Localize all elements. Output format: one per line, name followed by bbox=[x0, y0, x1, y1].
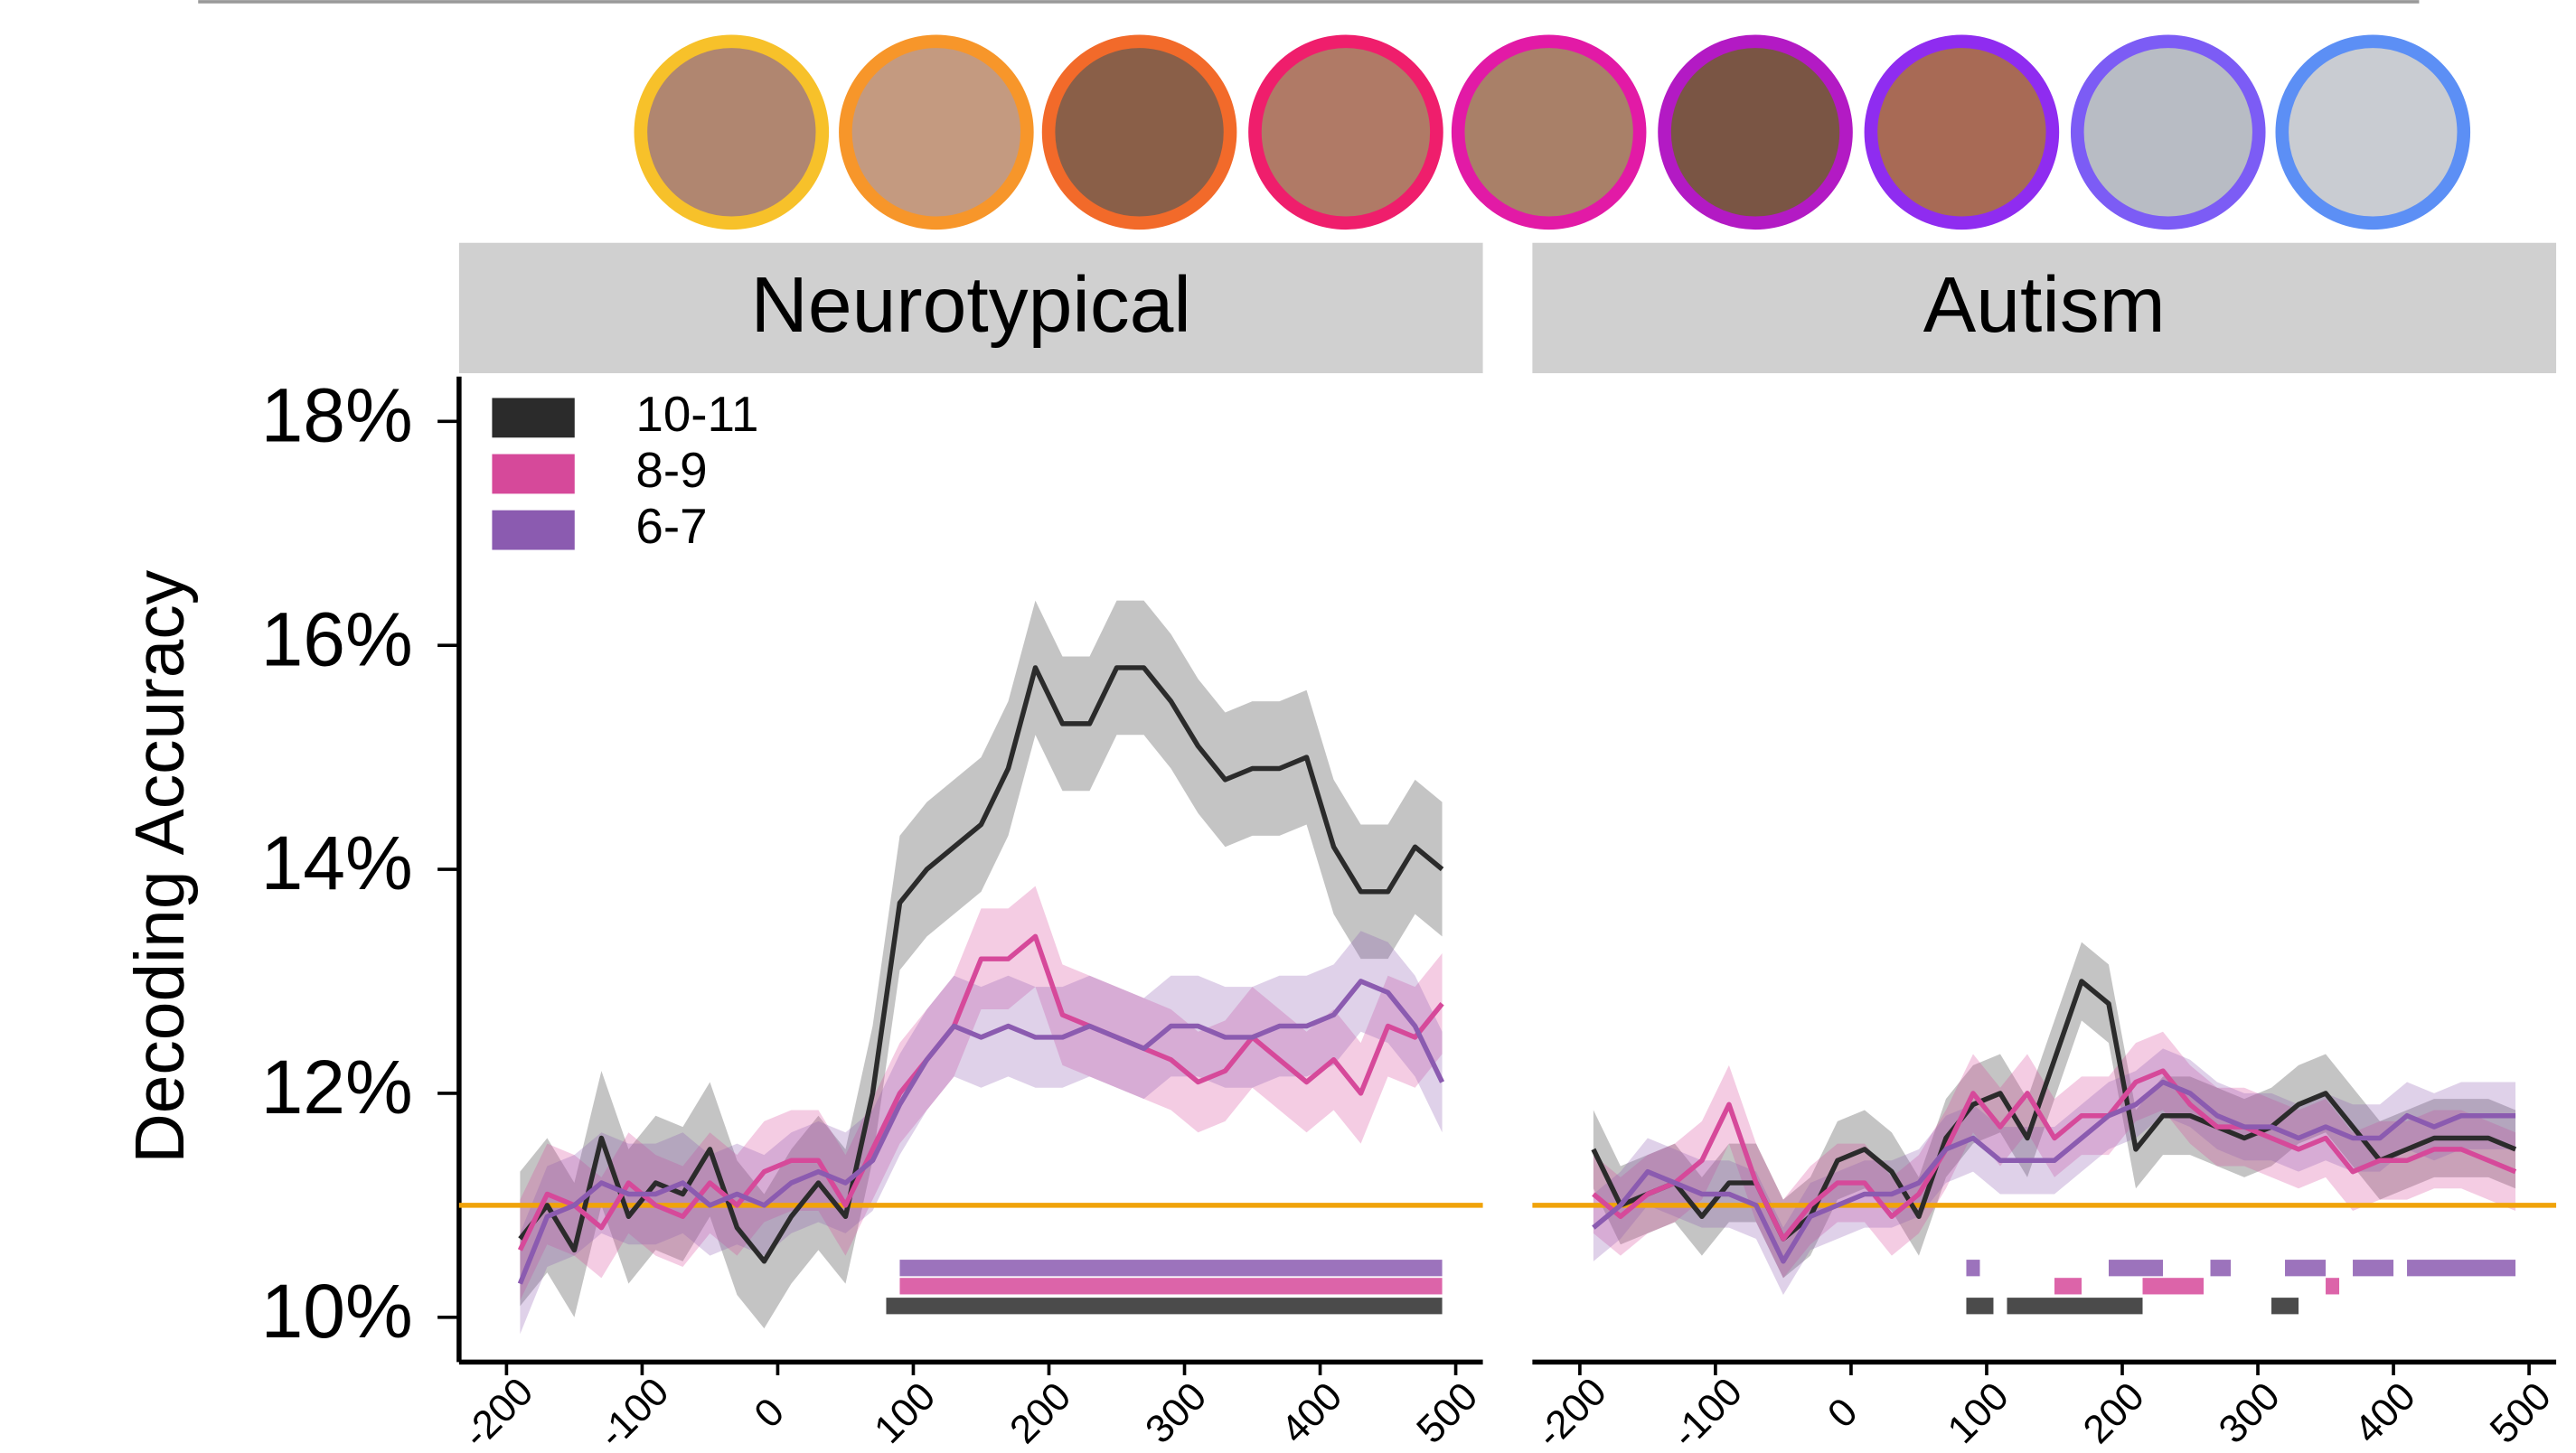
face-icon bbox=[1458, 42, 1640, 223]
y-tick-label: 16% bbox=[261, 596, 413, 681]
x-tick-label: -200 bbox=[455, 1369, 542, 1453]
x-tick-label: 0 bbox=[746, 1390, 793, 1437]
significance-bar bbox=[2211, 1260, 2232, 1276]
y-tick-label: 10% bbox=[261, 1269, 413, 1354]
page: Neurotypical -200 -100 0 100 200 300 400 500 10% 1… bbox=[0, 0, 2576, 1453]
face-icon bbox=[1255, 42, 1436, 223]
significance-bar bbox=[2407, 1260, 2515, 1276]
x-tick-label: 400 bbox=[2346, 1374, 2423, 1452]
y-tick-label: 14% bbox=[261, 820, 413, 905]
legend-label: 10-11 bbox=[635, 386, 758, 442]
legend-label: 6-7 bbox=[635, 498, 707, 554]
x-tick-label: 100 bbox=[866, 1374, 944, 1452]
house-icon bbox=[1871, 42, 2053, 223]
legend-swatch bbox=[492, 455, 574, 494]
legend-swatch bbox=[492, 398, 574, 437]
panel-title: Neurotypical bbox=[751, 260, 1191, 349]
x-tick-label: 300 bbox=[1137, 1374, 1215, 1452]
face-icon bbox=[1048, 42, 1230, 223]
stimulus-icons bbox=[641, 42, 2464, 223]
chart: Neurotypical -200 -100 0 100 200 300 400 500 10% 1… bbox=[0, 0, 2576, 1453]
significance-bar bbox=[886, 1298, 1442, 1314]
y-tick-label: 18% bbox=[261, 372, 413, 457]
significance-bar bbox=[899, 1278, 1442, 1294]
x-tick-label: -200 bbox=[1528, 1369, 1615, 1453]
significance-bar bbox=[2142, 1278, 2204, 1294]
face-icon bbox=[641, 42, 823, 223]
x-tick-label: 100 bbox=[1939, 1374, 2017, 1452]
x-tick-label: 300 bbox=[2210, 1374, 2288, 1452]
house-icon bbox=[2077, 42, 2259, 223]
significance-bar bbox=[2326, 1278, 2339, 1294]
y-axis-label: Decoding Accuracy bbox=[122, 569, 199, 1163]
x-tick-label: 200 bbox=[1001, 1374, 1079, 1452]
x-tick-label: -100 bbox=[1663, 1369, 1751, 1453]
legend-swatch bbox=[492, 511, 574, 550]
x-tick-label: 500 bbox=[1408, 1374, 1486, 1452]
significance-bar bbox=[899, 1260, 1442, 1276]
significance-bar bbox=[1966, 1260, 1979, 1276]
panel-title: Autism bbox=[1923, 260, 2166, 349]
significance-bar bbox=[2353, 1260, 2393, 1276]
x-tick-label: 400 bbox=[1273, 1374, 1350, 1452]
x-tick-label: 200 bbox=[2074, 1374, 2152, 1452]
face-icon bbox=[1665, 42, 1847, 223]
significance-bar bbox=[2271, 1298, 2299, 1314]
significance-bar bbox=[2007, 1298, 2142, 1314]
legend-label: 8-9 bbox=[635, 442, 707, 498]
x-tick-label: 500 bbox=[2482, 1374, 2560, 1452]
y-tick-label: 12% bbox=[261, 1045, 413, 1130]
house-icon bbox=[2282, 42, 2464, 223]
significance-bar bbox=[2054, 1278, 2082, 1294]
x-tick-label: 0 bbox=[1819, 1390, 1866, 1437]
significance-bar bbox=[2285, 1260, 2326, 1276]
face-icon bbox=[845, 42, 1027, 223]
significance-bar bbox=[1966, 1298, 1993, 1314]
x-tick-label: -100 bbox=[590, 1369, 678, 1453]
significance-bar bbox=[2109, 1260, 2163, 1276]
